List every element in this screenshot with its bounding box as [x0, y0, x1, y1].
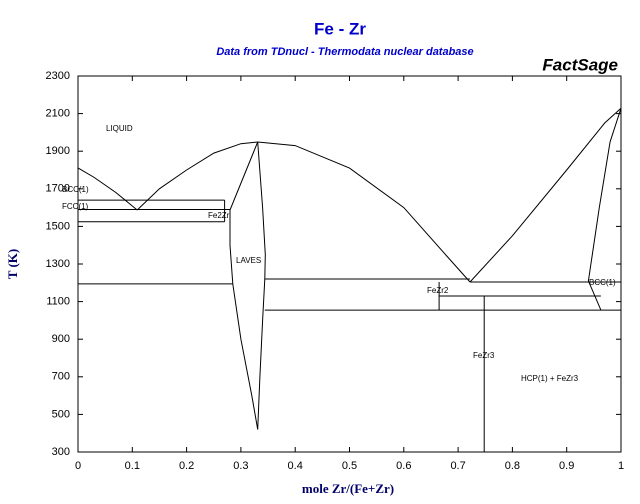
y-tick-label: 2300: [46, 70, 70, 82]
x-tick-label: 0.2: [179, 460, 194, 472]
y-tick-label: 1300: [46, 258, 70, 270]
chart-subtitle: Data from TDnucl - Thermodata nuclear da…: [216, 46, 473, 58]
x-axis-label: mole Zr/(Fe+Zr): [302, 481, 394, 496]
logo: FactSage: [542, 55, 618, 74]
y-tick-label: 900: [52, 333, 70, 345]
region-label: Fe2Zr: [208, 211, 230, 220]
region-label: FeZr3: [473, 351, 495, 360]
y-tick-label: 1700: [46, 183, 70, 195]
phase-boundary: [136, 141, 258, 211]
y-tick-label: 300: [52, 446, 70, 458]
x-tick-label: 0.9: [559, 460, 574, 472]
x-tick-label: 0.4: [288, 460, 303, 472]
y-tick-label: 500: [52, 408, 70, 420]
region-label: FCC(1): [62, 202, 89, 211]
y-tick-label: 1100: [46, 296, 70, 308]
x-tick-label: 0.8: [505, 460, 520, 472]
x-tick-label: 0.5: [342, 460, 357, 472]
y-tick-label: 1900: [46, 145, 70, 157]
region-label: HCP(1) + FeZr3: [521, 374, 579, 383]
chart-title: Fe - Zr: [314, 19, 366, 38]
phase-boundary: [257, 141, 266, 430]
y-tick-label: 700: [52, 371, 70, 383]
y-tick-label: 1500: [46, 220, 70, 232]
region-label: FeZr2: [427, 286, 449, 295]
y-tick-label: 2100: [46, 108, 70, 120]
region-label: LIQUID: [106, 124, 133, 133]
phase-boundary: [229, 141, 259, 430]
x-tick-label: 0.3: [233, 460, 248, 472]
plot-frame: [77, 75, 622, 453]
region-label: LAVES: [236, 256, 261, 265]
x-tick-label: 0.6: [396, 460, 411, 472]
x-tick-label: 0.1: [125, 460, 140, 472]
x-tick-label: 0: [75, 460, 81, 472]
region-label: BCC(1): [589, 278, 616, 287]
x-tick-label: 0.7: [450, 460, 465, 472]
y-axis-label: T (K): [5, 249, 20, 279]
region-label: BCC(1): [62, 185, 89, 194]
phase-boundary: [587, 108, 622, 311]
phase-boundary: [469, 107, 622, 283]
x-tick-label: 1: [618, 460, 624, 472]
phase-boundary: [257, 141, 471, 283]
phase-boundary: [77, 167, 138, 211]
